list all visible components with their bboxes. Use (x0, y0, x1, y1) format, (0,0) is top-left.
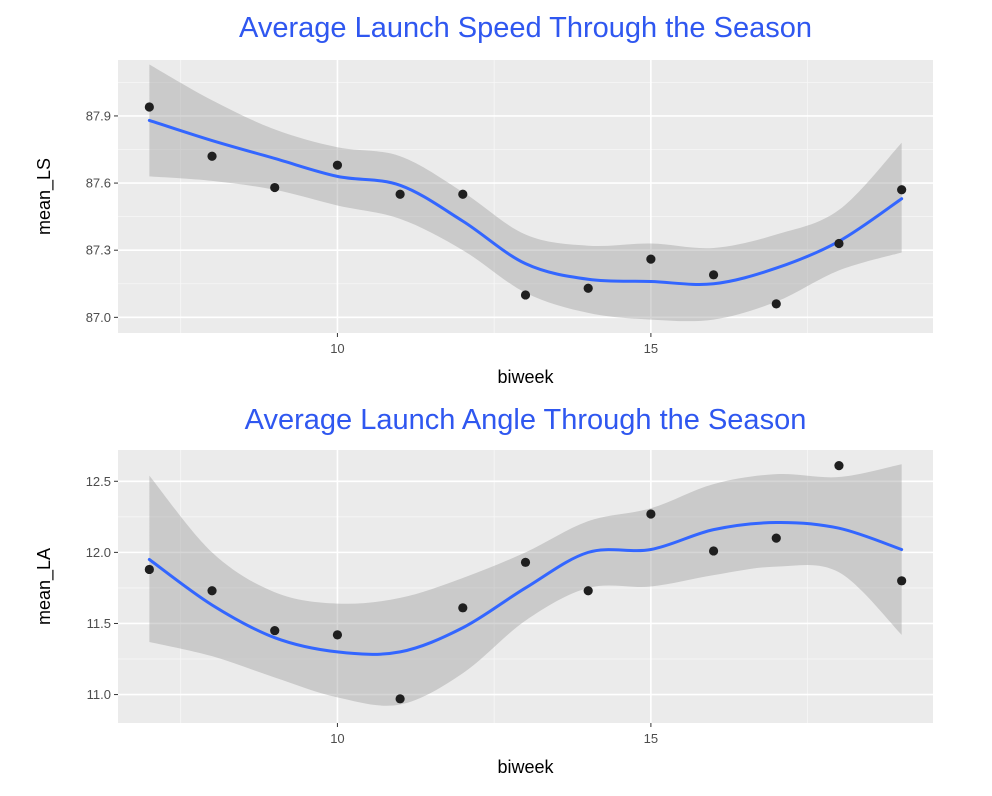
y-tick-label: 12.0 (86, 545, 111, 560)
confidence-band (149, 64, 902, 322)
y-axis-title: mean_LA (34, 548, 55, 625)
data-point (834, 238, 844, 249)
data-point (771, 533, 781, 543)
smooth-trend-line (147, 521, 904, 656)
data-point (520, 290, 531, 300)
plot-panel (118, 60, 933, 333)
y-tick-label: 87.0 (86, 310, 111, 325)
data-point (395, 694, 405, 704)
launch-speed-chart: Average Launch Speed Through the Season … (0, 0, 992, 395)
y-tick-label: 87.3 (86, 243, 111, 258)
data-point (270, 625, 280, 636)
data-point (144, 564, 154, 575)
x-tick-label: 10 (330, 731, 344, 746)
smooth-trend-line (147, 118, 904, 286)
y-axis-title: mean_LS (34, 158, 55, 235)
data-point (207, 586, 217, 596)
launch-angle-plot: 11.0 11.5 12.0 12.5 10 15 biweek mean_LA (34, 450, 933, 777)
data-point (583, 586, 593, 596)
data-point (834, 461, 844, 471)
data-point (144, 102, 154, 112)
x-tick-label: 10 (330, 341, 344, 356)
y-tick-label: 87.6 (86, 176, 111, 191)
y-tick-label: 11.0 (87, 687, 111, 702)
y-tick-label: 87.9 (86, 108, 111, 123)
x-tick-label: 15 (644, 341, 658, 356)
data-point (708, 546, 719, 556)
data-point (458, 189, 468, 199)
data-point (458, 603, 468, 613)
data-point (332, 160, 343, 170)
x-axis-title: biweek (497, 757, 554, 777)
data-point (270, 182, 280, 193)
data-point (646, 254, 656, 264)
launch-angle-chart: Average Launch Angle Through the Season … (0, 398, 992, 796)
launch-speed-plot: 87.0 87.3 87.6 87.9 10 15 biweek mean_LS (34, 60, 933, 387)
y-tick-label: 11.5 (87, 616, 111, 631)
data-point (395, 189, 405, 199)
data-point (646, 509, 656, 519)
x-axis-title: biweek (497, 367, 554, 387)
confidence-band (149, 464, 902, 706)
data-point (583, 283, 593, 293)
data-point (897, 185, 907, 195)
data-point (332, 630, 343, 640)
y-tick-label: 12.5 (86, 474, 111, 489)
chart-title: Average Launch Speed Through the Season (239, 12, 812, 44)
data-point (520, 557, 531, 567)
data-point (897, 576, 907, 586)
x-tick-label: 15 (644, 731, 658, 746)
data-point (708, 270, 719, 280)
data-point (771, 299, 781, 309)
chart-title: Average Launch Angle Through the Season (244, 404, 807, 436)
data-point (207, 151, 217, 161)
